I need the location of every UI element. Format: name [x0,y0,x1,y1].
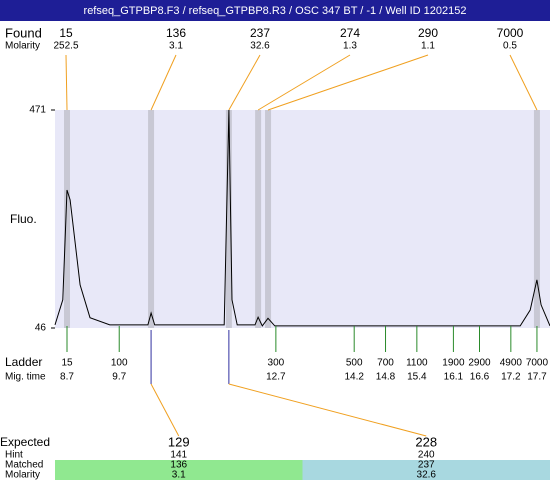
ladder-time: 17.2 [501,372,521,383]
peak-band [148,110,155,328]
expected-label: Expected [0,435,50,449]
ladder-time: 8.7 [60,372,74,383]
title-bar [0,0,550,21]
ladder-size: 700 [377,358,394,369]
expected-size: 129 [168,434,190,449]
hint-size: 141 [170,450,187,461]
mig-time-label: Mig. time [5,372,46,383]
ladder-size: 1100 [406,358,428,369]
found-molarity: 32.6 [250,41,270,52]
found-label: Found [5,25,42,40]
y-tick-label: 46 [35,323,47,334]
found-molarity: 252.5 [53,41,78,52]
ladder-size: 2900 [468,358,491,369]
ladder-time: 14.8 [376,372,396,383]
matched-size: 136 [170,460,187,471]
y-label: Fluo. [10,212,37,226]
expected-size: 228 [415,434,437,449]
peak-band [64,110,71,328]
ladder-time: 14.2 [344,372,364,383]
expected-callout [150,383,180,437]
found-molarity: 0.5 [503,41,517,52]
ladder-time: 15.4 [407,372,427,383]
peak-band [225,110,232,328]
peak-band [533,110,540,328]
found-size: 7000 [497,26,524,40]
molarity-label: Molarity [5,41,40,52]
ladder-size: 1900 [442,358,465,369]
trace [54,109,550,327]
found-size: 136 [166,26,186,40]
ladder-time: 12.7 [266,372,286,383]
matched-band [55,460,303,480]
found-callout [65,54,68,111]
ladder-size: 4900 [500,358,523,369]
ladder-label: Ladder [5,355,42,369]
ladder-time: 16.6 [470,372,490,383]
found-callout [150,54,177,111]
matched-band [302,460,550,480]
found-callout [267,54,429,111]
ladder-time: 9.7 [112,372,126,383]
hint-size: 240 [418,450,435,461]
title: refseq_GTPBP8.F3 / refseq_GTPBP8.R3 / OS… [84,5,467,17]
peak-band [255,110,262,328]
found-callout [509,54,538,111]
plot-area [55,110,550,328]
matched-size: 237 [418,460,435,471]
ladder-time: 16.1 [444,372,464,383]
found-size: 15 [59,26,73,40]
found-size: 290 [418,26,438,40]
matched-molarity: 3.1 [172,470,186,480]
ladder-size: 15 [61,358,73,369]
found-size: 274 [340,26,360,40]
peak-band [265,110,272,328]
y-tick-label: 471 [29,105,46,116]
found-callout [257,54,351,111]
found-molarity: 1.3 [343,41,357,52]
ladder-size: 7000 [526,358,549,369]
expected-callout [228,383,427,437]
found-size: 237 [250,26,270,40]
molarity-row-label: Molarity [5,470,40,480]
found-molarity: 1.1 [421,41,435,52]
ladder-time: 17.7 [527,372,547,383]
matched-label: Matched [5,460,43,471]
ladder-size: 500 [346,358,363,369]
ladder-size: 300 [268,358,285,369]
found-molarity: 3.1 [169,41,183,52]
matched-molarity: 32.6 [417,470,437,480]
ladder-size: 100 [111,358,128,369]
hint-label: Hint [5,450,23,461]
found-callout [228,54,261,111]
